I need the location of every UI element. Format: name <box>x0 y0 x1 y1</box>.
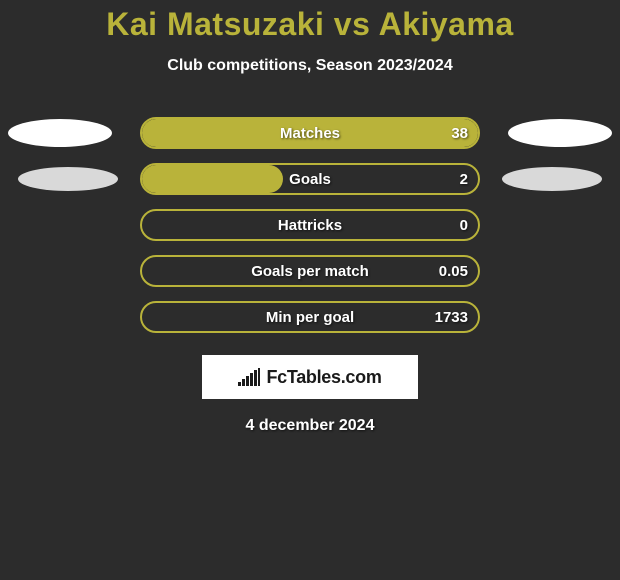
infographic-container: Kai Matsuzaki vs Akiyama Club competitio… <box>0 0 620 435</box>
stat-bar-track: Goals per match0.05 <box>140 255 480 287</box>
stat-bar-fill-left <box>142 119 478 147</box>
brand-text: FcTables.com <box>266 367 381 388</box>
stat-bar-track: Min per goal1733 <box>140 301 480 333</box>
stat-value-right: 1733 <box>435 303 468 331</box>
stat-bar-track: Matches38 <box>140 117 480 149</box>
player-marker-right <box>502 167 602 191</box>
stat-value-right: 0 <box>460 211 468 239</box>
stat-label: Goals per match <box>142 257 478 285</box>
subtitle: Club competitions, Season 2023/2024 <box>167 57 452 75</box>
stat-label: Min per goal <box>142 303 478 331</box>
stat-label: Hattricks <box>142 211 478 239</box>
stat-value-right: 0.05 <box>439 257 468 285</box>
stat-bar-track: Hattricks0 <box>140 209 480 241</box>
stats-list: Matches38 Goals2 Hattricks0 Goals per match… <box>0 117 620 333</box>
date-text: 4 december 2024 <box>246 417 375 435</box>
stat-row: Goals2 <box>0 163 620 195</box>
stat-bar-track: Goals2 <box>140 163 480 195</box>
stat-bar-fill-left <box>142 165 283 193</box>
page-title: Kai Matsuzaki vs Akiyama <box>106 6 513 43</box>
stat-row: Hattricks0 <box>0 209 620 241</box>
bar-chart-icon <box>238 368 260 386</box>
player-marker-right <box>508 119 612 147</box>
stat-row: Matches38 <box>0 117 620 149</box>
stat-row: Min per goal1733 <box>0 301 620 333</box>
player-marker-left <box>8 119 112 147</box>
brand-badge: FcTables.com <box>202 355 418 399</box>
player-marker-left <box>18 167 118 191</box>
stat-value-right: 2 <box>460 165 468 193</box>
stat-row: Goals per match0.05 <box>0 255 620 287</box>
